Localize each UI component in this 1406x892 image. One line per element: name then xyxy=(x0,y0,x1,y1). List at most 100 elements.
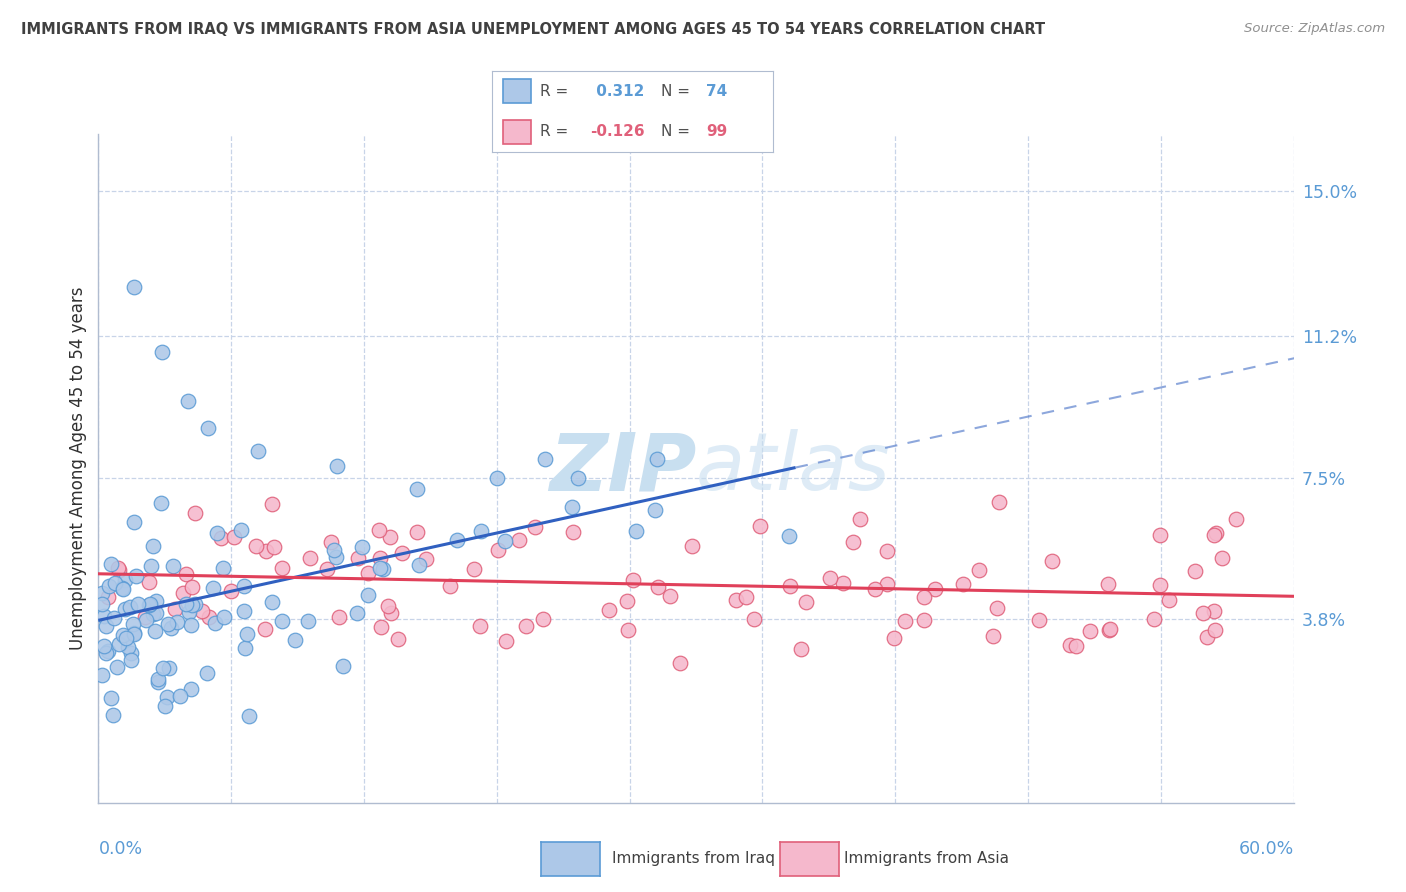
FancyBboxPatch shape xyxy=(503,79,531,103)
Point xyxy=(172,586,194,600)
Point xyxy=(253,622,276,636)
Point xyxy=(463,562,485,576)
Point xyxy=(1064,640,1087,654)
Point xyxy=(108,563,131,577)
Point xyxy=(368,560,391,574)
Point xyxy=(122,515,145,529)
Point xyxy=(644,503,666,517)
Point xyxy=(1143,612,1166,626)
Point xyxy=(153,699,176,714)
Point xyxy=(204,616,226,631)
Text: -0.126: -0.126 xyxy=(591,124,645,139)
Point xyxy=(97,590,120,604)
Point xyxy=(114,602,136,616)
Point xyxy=(262,497,284,511)
Point xyxy=(370,620,392,634)
Text: 0.0%: 0.0% xyxy=(98,839,142,857)
Point xyxy=(91,668,114,682)
Point xyxy=(485,471,508,485)
Point xyxy=(138,575,160,590)
Point xyxy=(125,569,148,583)
FancyBboxPatch shape xyxy=(503,120,531,144)
Point xyxy=(174,567,197,582)
Point xyxy=(1097,577,1119,591)
Point xyxy=(98,579,121,593)
Point xyxy=(162,559,184,574)
Text: Source: ZipAtlas.com: Source: ZipAtlas.com xyxy=(1244,22,1385,36)
Point xyxy=(371,561,394,575)
Point xyxy=(832,576,855,591)
Point xyxy=(681,539,703,553)
Point xyxy=(93,640,115,654)
Text: 99: 99 xyxy=(706,124,727,139)
Point xyxy=(114,573,136,587)
Point xyxy=(377,599,399,613)
Point xyxy=(470,524,492,538)
Point xyxy=(876,577,898,591)
Point xyxy=(150,344,173,359)
Point xyxy=(297,614,319,628)
Point xyxy=(986,601,1008,615)
Point xyxy=(177,605,200,619)
Point xyxy=(735,590,758,604)
Text: 60.0%: 60.0% xyxy=(1239,839,1294,857)
Point xyxy=(332,658,354,673)
Point xyxy=(100,690,122,705)
Point xyxy=(233,640,256,655)
Point xyxy=(883,632,905,646)
Point xyxy=(146,675,169,690)
Point xyxy=(222,529,245,543)
Point xyxy=(357,588,380,602)
Point xyxy=(122,625,145,640)
Point xyxy=(624,524,647,539)
Point xyxy=(323,542,346,557)
Point xyxy=(621,574,644,588)
Point xyxy=(232,578,254,592)
Point xyxy=(952,577,974,591)
Point xyxy=(263,541,285,555)
Point xyxy=(645,451,668,466)
Point xyxy=(316,562,339,576)
Point xyxy=(180,580,202,594)
Point xyxy=(1225,511,1247,525)
Point xyxy=(107,560,129,574)
Point xyxy=(912,590,935,604)
Point xyxy=(669,656,692,670)
Point xyxy=(166,615,188,629)
Point xyxy=(104,575,127,590)
Point xyxy=(1042,554,1064,568)
Point xyxy=(180,617,202,632)
Point xyxy=(160,621,183,635)
Point xyxy=(408,558,430,573)
Point xyxy=(134,610,156,624)
Point xyxy=(561,525,583,540)
Point xyxy=(142,540,165,554)
Point xyxy=(561,500,583,514)
Point xyxy=(567,470,589,484)
Point xyxy=(534,451,557,466)
Text: R =: R = xyxy=(540,84,568,99)
Point xyxy=(439,579,461,593)
Point xyxy=(380,606,402,620)
Point xyxy=(219,583,242,598)
Point xyxy=(180,599,202,613)
Point xyxy=(415,552,437,566)
Point xyxy=(495,634,517,648)
Point xyxy=(174,597,197,611)
Point xyxy=(894,615,917,629)
Point xyxy=(378,530,401,544)
Point xyxy=(1149,577,1171,591)
Point xyxy=(524,520,547,534)
Point xyxy=(120,599,142,614)
Point xyxy=(912,613,935,627)
Point xyxy=(150,496,173,510)
Point xyxy=(1205,525,1227,540)
Point xyxy=(988,495,1011,509)
Point xyxy=(406,524,429,539)
Text: ZIP: ZIP xyxy=(548,429,696,508)
Point xyxy=(94,619,117,633)
Point xyxy=(94,646,117,660)
Point xyxy=(232,604,254,618)
Point xyxy=(346,606,368,620)
Point xyxy=(647,580,669,594)
